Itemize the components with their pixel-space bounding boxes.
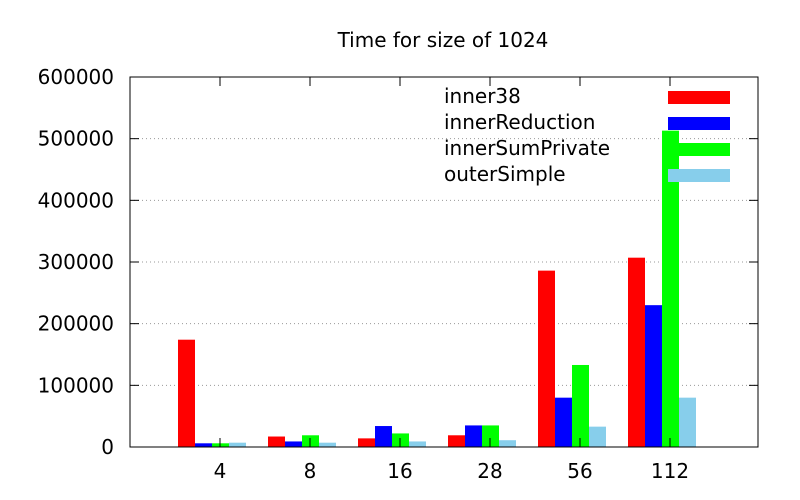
grid-lines xyxy=(130,138,758,386)
chart-title: Time for size of 1024 xyxy=(337,28,549,52)
y-tick-label: 500000 xyxy=(38,127,114,151)
legend-swatch-outerSimple xyxy=(668,169,730,182)
y-tick-label: 400000 xyxy=(38,188,114,212)
bar-innerReduction-16 xyxy=(375,426,392,447)
legend-swatch-inner38 xyxy=(668,91,730,104)
bar-innerReduction-56 xyxy=(555,397,572,447)
legend-label-innerSumPrivate: innerSumPrivate xyxy=(444,136,610,160)
bar-inner38-8 xyxy=(268,436,285,447)
bar-inner38-28 xyxy=(448,435,465,447)
y-tick-label: 300000 xyxy=(38,250,114,274)
x-tick-label: 8 xyxy=(304,459,317,483)
legend-swatch-innerSumPrivate xyxy=(668,143,730,156)
y-tick-label: 100000 xyxy=(38,373,114,397)
bar-outerSimple-56 xyxy=(589,426,606,447)
bar-innerReduction-28 xyxy=(465,425,482,447)
bar-outerSimple-16 xyxy=(409,441,426,447)
bar-innerSumPrivate-28 xyxy=(482,425,499,447)
x-tick-label: 16 xyxy=(387,459,412,483)
legend-swatch-innerReduction xyxy=(668,117,730,130)
x-tick-label: 56 xyxy=(567,459,592,483)
legend-label-inner38: inner38 xyxy=(444,84,521,108)
bar-innerSumPrivate-56 xyxy=(572,364,589,447)
bar-inner38-16 xyxy=(358,438,375,447)
y-tick-label: 0 xyxy=(101,435,114,459)
x-tick-label: 28 xyxy=(477,459,502,483)
bar-innerReduction-112 xyxy=(645,305,662,447)
x-tick-label: 4 xyxy=(214,459,227,483)
legend-label-innerReduction: innerReduction xyxy=(444,110,595,134)
axis-ticks: 0 100000 200000 300000 400000 500000 600000 4 8 1… xyxy=(38,65,758,483)
legend: inner38innerReductioninnerSumPrivateoute… xyxy=(444,84,730,186)
bar-outerSimple-28 xyxy=(499,440,516,447)
bar-outerSimple-112 xyxy=(679,397,696,447)
bar-innerReduction-4 xyxy=(195,443,212,447)
y-tick-label: 200000 xyxy=(38,312,114,336)
bar-inner38-4 xyxy=(178,339,195,447)
bar-outerSimple-4 xyxy=(229,442,246,447)
legend-label-outerSimple: outerSimple xyxy=(444,162,566,186)
bar-inner38-112 xyxy=(628,257,645,447)
bars xyxy=(178,130,696,447)
bar-outerSimple-8 xyxy=(319,442,336,447)
x-tick-label: 112 xyxy=(651,459,689,483)
bar-innerSumPrivate-112 xyxy=(662,130,679,447)
bar-inner38-56 xyxy=(538,270,555,447)
y-tick-label: 600000 xyxy=(38,65,114,89)
bar-innerReduction-8 xyxy=(285,441,302,447)
